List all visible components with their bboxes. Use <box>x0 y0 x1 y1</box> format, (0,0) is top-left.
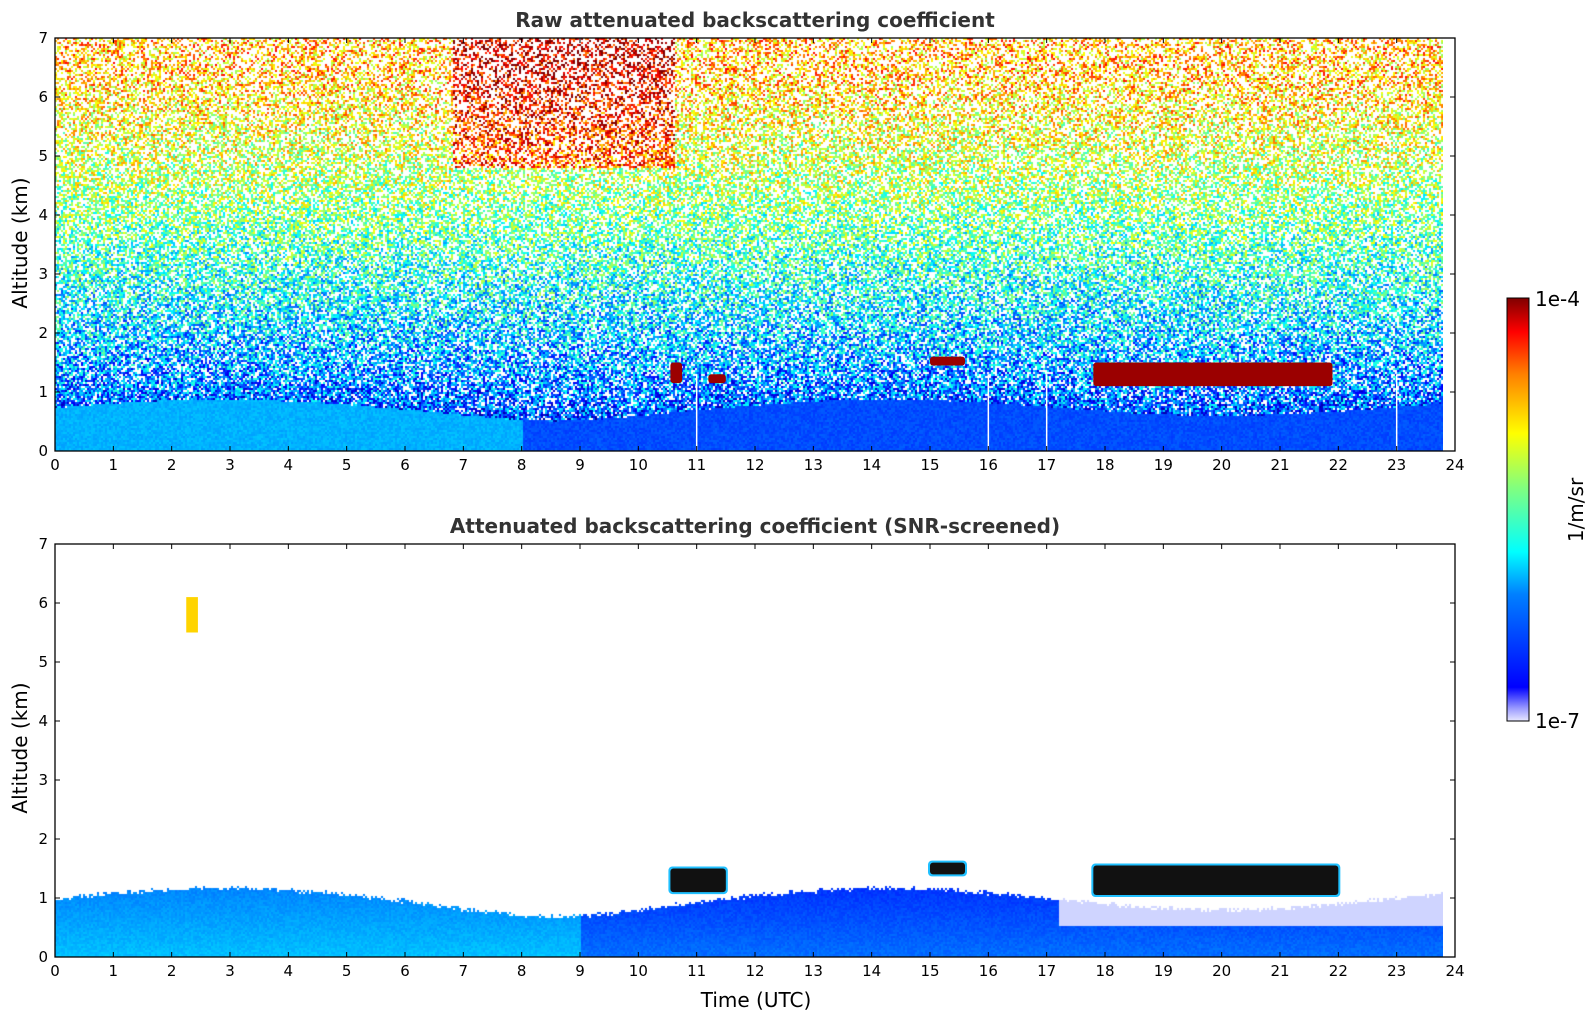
x-tick-label: 11 <box>687 962 706 980</box>
colorbar-min-label: 1e-7 <box>1535 709 1580 733</box>
heatmap-field <box>55 38 1443 451</box>
chart-title: Raw attenuated backscattering coefficien… <box>515 8 995 32</box>
x-tick-label: 16 <box>979 962 998 980</box>
x-tick-label: 8 <box>517 962 527 980</box>
y-tick-label: 3 <box>38 265 48 283</box>
y-tick-label: 3 <box>38 771 48 789</box>
x-axis-label: Time (UTC) <box>700 988 812 1012</box>
x-tick-label: 6 <box>400 962 410 980</box>
x-tick-label: 24 <box>1445 456 1464 474</box>
x-tick-label: 0 <box>50 456 60 474</box>
x-tick-label: 21 <box>1270 962 1289 980</box>
x-tick-label: 10 <box>629 962 648 980</box>
x-tick-label: 12 <box>745 456 764 474</box>
x-tick-label: 1 <box>109 456 119 474</box>
x-tick-label: 13 <box>804 962 823 980</box>
x-tick-label: 3 <box>225 962 235 980</box>
y-tick-label: 2 <box>38 324 48 342</box>
x-tick-label: 13 <box>804 456 823 474</box>
x-tick-label: 15 <box>920 456 939 474</box>
x-tick-label: 8 <box>517 456 527 474</box>
y-tick-label: 7 <box>38 535 48 553</box>
cloud-layer <box>1093 865 1339 896</box>
colorbar-unit-label: 1/m/sr <box>1564 477 1588 542</box>
x-tick-label: 4 <box>284 456 294 474</box>
x-tick-label: 0 <box>50 962 60 980</box>
x-tick-label: 2 <box>167 456 177 474</box>
colorbar: 1e-4 1e-7 1/m/sr <box>1506 287 1588 733</box>
cloud-layer <box>930 862 965 875</box>
x-tick-label: 22 <box>1329 962 1348 980</box>
x-tick-label: 10 <box>629 456 648 474</box>
y-tick-label: 1 <box>38 383 48 401</box>
y-tick-label: 5 <box>38 147 48 165</box>
x-tick-label: 11 <box>687 456 706 474</box>
chart-title: Attenuated backscattering coefficient (S… <box>450 514 1060 538</box>
x-tick-label: 15 <box>920 962 939 980</box>
x-tick-label: 2 <box>167 962 177 980</box>
y-tick-label: 1 <box>38 889 48 907</box>
x-tick-label: 16 <box>979 456 998 474</box>
y-tick-label: 0 <box>38 442 48 460</box>
x-tick-label: 14 <box>862 962 881 980</box>
x-tick-label: 22 <box>1329 456 1348 474</box>
x-tick-label: 23 <box>1387 456 1406 474</box>
x-tick-label: 20 <box>1212 456 1231 474</box>
x-tick-label: 5 <box>342 456 352 474</box>
y-tick-label: 7 <box>38 29 48 47</box>
cloud-layer <box>670 868 726 893</box>
y-tick-label: 4 <box>38 712 48 730</box>
y-tick-label: 6 <box>38 88 48 106</box>
x-tick-label: 19 <box>1154 962 1173 980</box>
cloud-layer <box>708 374 726 384</box>
y-axis-label: Altitude (km) <box>8 682 32 813</box>
heatmap-plot-area: 0 1 2 3 4 5 6 7 8 9 10 11 12 13 14 15 16 17 18 19 20 21 22 23 24… <box>38 535 1464 980</box>
x-tick-label: 18 <box>1095 962 1114 980</box>
x-tick-label: 7 <box>459 962 469 980</box>
cloud-layer <box>930 356 965 366</box>
x-tick-label: 17 <box>1037 456 1056 474</box>
snr-screened-panel: Attenuated backscattering coefficient (S… <box>8 514 1465 1012</box>
x-tick-label: 6 <box>400 456 410 474</box>
cloud-layer <box>186 597 198 633</box>
heatmap-plot-area: 0 1 2 3 4 5 6 7 8 9 10 11 12 13 14 15 16 17 18 19 20 21 22 23 24… <box>38 29 1464 474</box>
y-tick-label: 6 <box>38 594 48 612</box>
y-tick-label: 2 <box>38 830 48 848</box>
cloud-layer <box>670 362 683 384</box>
x-tick-label: 1 <box>109 962 119 980</box>
x-tick-label: 21 <box>1270 456 1289 474</box>
y-tick-label: 5 <box>38 653 48 671</box>
raw-backscatter-panel: Raw attenuated backscattering coefficien… <box>8 8 1465 474</box>
x-tick-label: 9 <box>575 962 585 980</box>
x-tick-label: 14 <box>862 456 881 474</box>
x-tick-label: 18 <box>1095 456 1114 474</box>
x-tick-label: 23 <box>1387 962 1406 980</box>
y-tick-label: 0 <box>38 948 48 966</box>
x-tick-label: 3 <box>225 456 235 474</box>
x-tick-label: 9 <box>575 456 585 474</box>
x-tick-label: 19 <box>1154 456 1173 474</box>
x-tick-label: 20 <box>1212 962 1231 980</box>
x-tick-label: 7 <box>459 456 469 474</box>
cloud-layer <box>1093 362 1333 387</box>
y-tick-label: 4 <box>38 206 48 224</box>
x-tick-label: 17 <box>1037 962 1056 980</box>
x-tick-label: 5 <box>342 962 352 980</box>
colorbar-gradient <box>1506 297 1530 722</box>
x-tick-label: 24 <box>1445 962 1464 980</box>
colorbar-max-label: 1e-4 <box>1535 287 1580 311</box>
x-tick-label: 12 <box>745 962 764 980</box>
y-axis-label: Altitude (km) <box>8 177 32 308</box>
x-tick-label: 4 <box>284 962 294 980</box>
